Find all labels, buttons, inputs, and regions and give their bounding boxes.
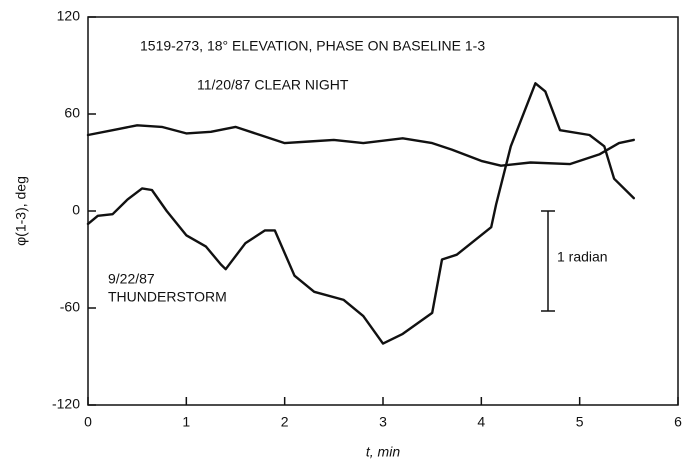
y-tick-label: 60 <box>64 105 80 121</box>
annotation: 1519-273, 18° ELEVATION, PHASE ON BASELI… <box>140 38 485 54</box>
x-tick-label: 5 <box>576 414 584 430</box>
x-tick-label: 6 <box>674 414 682 430</box>
x-tick-label: 1 <box>182 414 190 430</box>
annotation: 9/22/87 <box>108 271 155 287</box>
y-axis-label: φ(1-3), deg <box>13 176 29 246</box>
annotation: 1 radian <box>557 249 608 265</box>
y-tick-label: 0 <box>72 202 80 218</box>
plot-frame <box>87 16 679 406</box>
y-tick-label: -60 <box>60 299 80 315</box>
x-tick-label: 0 <box>84 414 92 430</box>
y-tick-label: 120 <box>57 8 81 24</box>
series-line <box>86 124 635 167</box>
annotation: 11/20/87 CLEAR NIGHT <box>197 77 349 93</box>
y-tick-label: -120 <box>52 396 80 412</box>
x-tick-label: 2 <box>281 414 289 430</box>
x-tick-label: 4 <box>477 414 485 430</box>
annotation: THUNDERSTORM <box>108 289 227 305</box>
x-tick-label: 3 <box>379 414 387 430</box>
series-line <box>86 82 635 345</box>
x-axis-label: t, min <box>366 444 400 460</box>
